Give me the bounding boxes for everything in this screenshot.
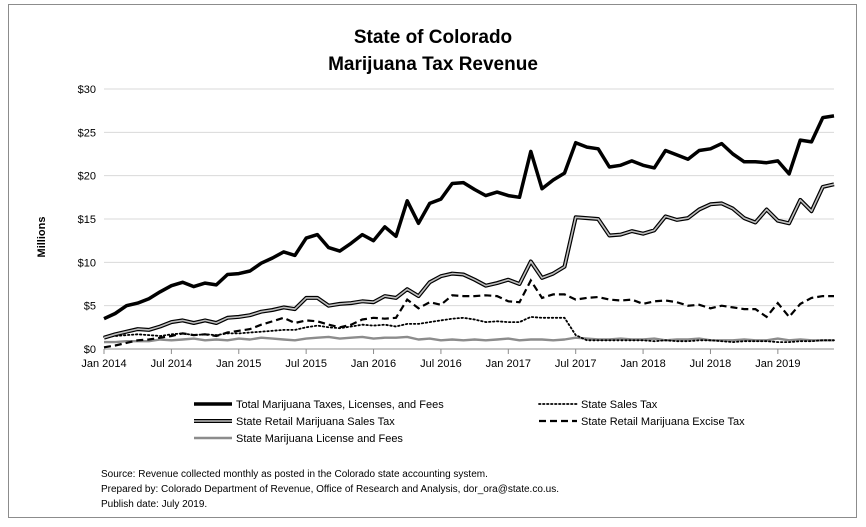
x-tick-label-8: Jan 2018: [620, 358, 665, 370]
footnotes: Source: Revenue collected monthly as pos…: [101, 469, 559, 510]
x-tick-label-10: Jan 2019: [755, 358, 800, 370]
footnote-prepared-by: Prepared by: Colorado Department of Reve…: [101, 484, 559, 495]
legend: Total Marijuana Taxes, Licenses, and Fee…: [194, 399, 745, 445]
legend-item-3: State Retail Marijuana Excise Tax: [539, 416, 745, 428]
footnote-source: Source: Revenue collected monthly as pos…: [101, 469, 488, 480]
legend-label-2: State Retail Marijuana Sales Tax: [236, 416, 395, 428]
data-series: [103, 114, 835, 349]
series-0-line: [103, 114, 835, 321]
footnote-publish-date: Publish date: July 2019.: [101, 499, 207, 510]
y-axis-ticks: $0 $5 $10 $15 $20 $25 $30: [78, 84, 96, 356]
chart-title-line-1: State of Colorado: [354, 27, 512, 48]
x-tick-label-3: Jul 2015: [285, 358, 327, 370]
chart-title-line-2: Marijuana Tax Revenue: [328, 54, 538, 75]
x-tick-label-0: Jan 2014: [81, 358, 126, 370]
x-tick-label-7: Jul 2017: [555, 358, 597, 370]
legend-item-1: State Sales Tax: [538, 399, 658, 411]
x-tick-label-1: Jul 2014: [151, 358, 193, 370]
legend-item-0: Total Marijuana Taxes, Licenses, and Fee…: [194, 399, 444, 411]
y-tick-label-1: $5: [84, 301, 96, 313]
series-3-line: [103, 278, 834, 349]
x-axis-ticks: Jan 2014 Jul 2014 Jan 2015 Jul 2015 Jan 2016…: [81, 349, 800, 370]
series-2-outer-line: [103, 182, 835, 340]
legend-label-4: State Marijuana License and Fees: [236, 433, 403, 445]
x-tick-label-6: Jan 2017: [486, 358, 531, 370]
legend-item-4: State Marijuana License and Fees: [194, 433, 403, 445]
legend-item-2: State Retail Marijuana Sales Tax: [194, 416, 395, 428]
y-tick-label-2: $10: [78, 257, 96, 269]
chart-frame: State of Colorado Marijuana Tax Revenue …: [8, 4, 857, 518]
y-tick-label-4: $20: [78, 171, 96, 183]
gridlines: [104, 88, 834, 350]
x-tick-label-9: Jul 2018: [690, 358, 732, 370]
tax-revenue-chart: State of Colorado Marijuana Tax Revenue …: [36, 27, 835, 510]
legend-label-0: Total Marijuana Taxes, Licenses, and Fee…: [236, 399, 444, 411]
y-tick-label-6: $30: [78, 84, 96, 96]
legend-label-3: State Retail Marijuana Excise Tax: [581, 416, 745, 428]
y-tick-label-5: $25: [78, 127, 96, 139]
series-3: [103, 278, 834, 349]
x-tick-label-2: Jan 2015: [216, 358, 261, 370]
legend-label-1: State Sales Tax: [581, 399, 658, 411]
series-0: [103, 114, 835, 321]
y-axis-label: Millions: [36, 217, 48, 258]
x-tick-label-5: Jul 2016: [420, 358, 462, 370]
series-2: [103, 182, 835, 340]
series-2-inner-line: [103, 183, 835, 339]
y-tick-label-3: $15: [78, 214, 96, 226]
y-tick-label-0: $0: [84, 344, 96, 356]
x-tick-label-4: Jan 2016: [351, 358, 396, 370]
